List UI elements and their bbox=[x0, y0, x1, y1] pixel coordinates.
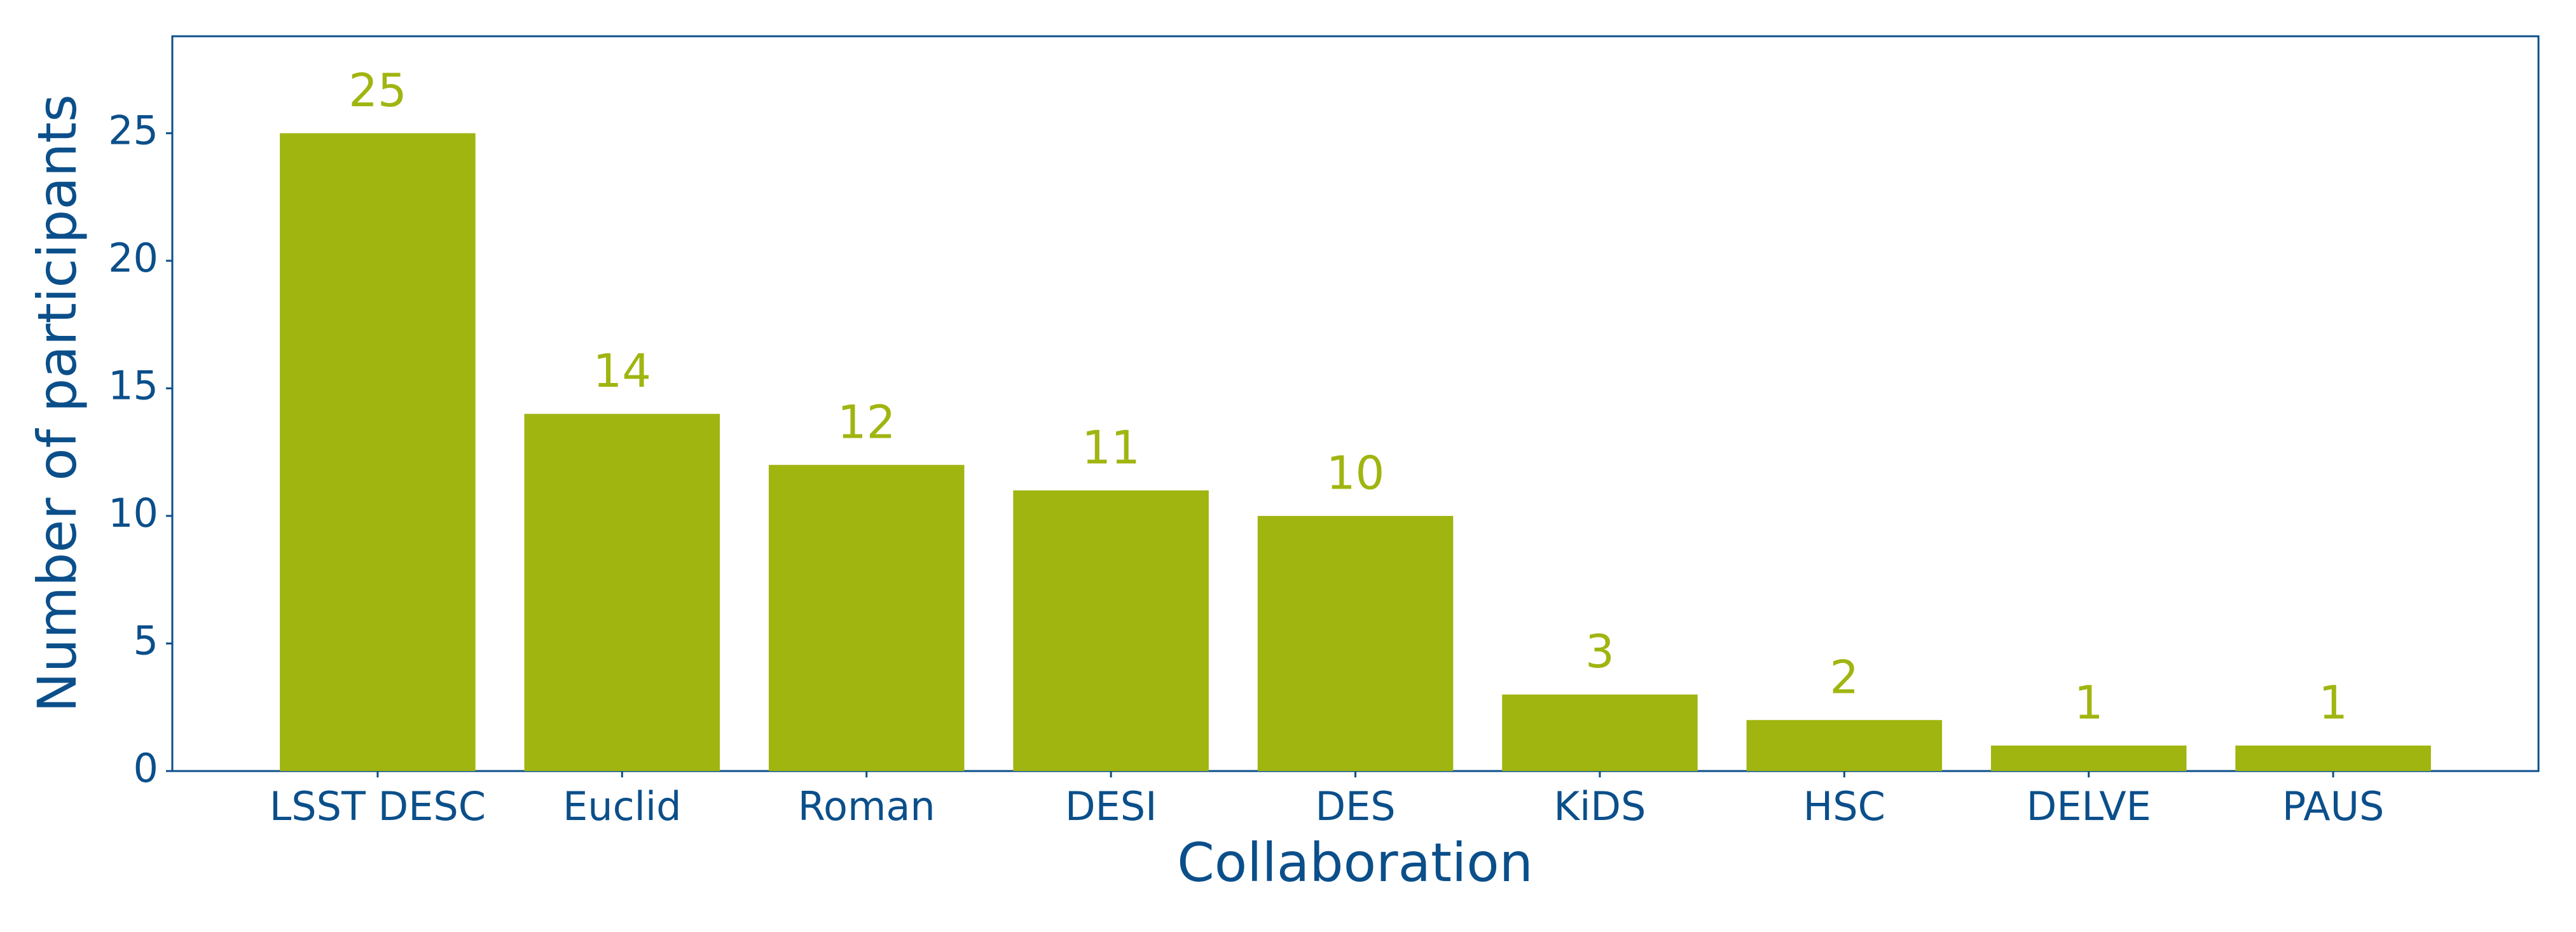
bar bbox=[1990, 745, 2187, 771]
value-label: 10 bbox=[1326, 446, 1385, 499]
x-tick-label: KiDS bbox=[1553, 783, 1646, 830]
bar bbox=[768, 464, 965, 771]
x-axis-label: Collaboration bbox=[1177, 831, 1533, 894]
bar bbox=[1013, 490, 1209, 771]
value-label: 12 bbox=[837, 395, 896, 449]
value-label: 25 bbox=[348, 64, 407, 117]
y-tick-label: 10 bbox=[108, 490, 158, 536]
value-label: 14 bbox=[593, 344, 651, 398]
y-tick-label: 0 bbox=[134, 745, 158, 791]
y-axis-label: Number of participants bbox=[26, 94, 88, 713]
bar bbox=[1746, 720, 1943, 771]
x-tick-label: DELVE bbox=[2027, 783, 2151, 830]
x-tick-label: PAUS bbox=[2282, 783, 2385, 830]
value-label: 11 bbox=[1082, 421, 1140, 474]
value-label: 2 bbox=[1829, 650, 1859, 704]
bar bbox=[2235, 745, 2431, 771]
x-tick-label: Roman bbox=[798, 783, 935, 830]
x-tick-label: Euclid bbox=[563, 783, 681, 830]
value-label: 3 bbox=[1585, 625, 1615, 678]
value-label: 1 bbox=[2074, 676, 2104, 729]
y-tick-label: 15 bbox=[108, 363, 158, 409]
x-tick-label: HSC bbox=[1803, 783, 1885, 830]
value-label: 1 bbox=[2318, 676, 2348, 729]
y-tick-label: 20 bbox=[108, 235, 158, 281]
bar bbox=[524, 414, 720, 771]
y-tick-label: 25 bbox=[108, 107, 158, 153]
bar bbox=[1257, 515, 1454, 771]
x-tick-label: DES bbox=[1315, 783, 1395, 830]
bar bbox=[1502, 694, 1698, 771]
bar bbox=[280, 133, 476, 772]
y-tick-label: 5 bbox=[134, 618, 158, 664]
x-tick-label: LSST DESC bbox=[270, 783, 486, 830]
x-tick-label: DESI bbox=[1065, 783, 1157, 830]
